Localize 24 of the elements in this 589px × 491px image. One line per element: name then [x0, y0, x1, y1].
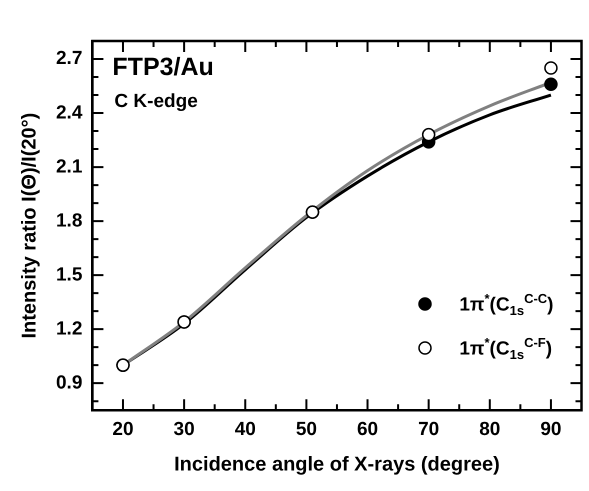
- legend-label: 1π$^{*}$(C$_{1s}$$^{C-C}$): [459, 290, 554, 318]
- y-axis-title: Intensity ratio I(Θ)/I(20°): [18, 112, 41, 339]
- y-tick-label: 2.4: [56, 102, 83, 124]
- legend-label: 1π$^{*}$(C$_{1s}$$^{C-F}$): [459, 334, 552, 362]
- x-tick-label: 40: [234, 418, 256, 440]
- x-axis-title: Incidence angle of X-rays (degree): [174, 454, 500, 476]
- y-tick-label: 0.9: [56, 372, 82, 394]
- point: [544, 61, 558, 75]
- x-tick-label: 20: [112, 418, 134, 440]
- x-tick-label: 50: [296, 418, 317, 440]
- text: FTP3/Au: [112, 53, 214, 81]
- y-tick-label: 2.1: [56, 156, 83, 178]
- y-tick-label: 1.8: [56, 210, 82, 232]
- point: [422, 128, 436, 142]
- point: [544, 77, 558, 91]
- y-tick-label: 2.7: [56, 48, 82, 70]
- x-tick-label: 60: [356, 418, 378, 440]
- y-tick-label: 1.2: [56, 318, 82, 340]
- x-tick-label: 30: [174, 418, 195, 440]
- x-tick-label: 90: [540, 418, 562, 440]
- x-tick-label: 70: [418, 418, 440, 440]
- x-tick-label: 80: [479, 418, 500, 440]
- text: C K-edge: [114, 91, 198, 112]
- y-tick-label: 1.5: [56, 264, 83, 286]
